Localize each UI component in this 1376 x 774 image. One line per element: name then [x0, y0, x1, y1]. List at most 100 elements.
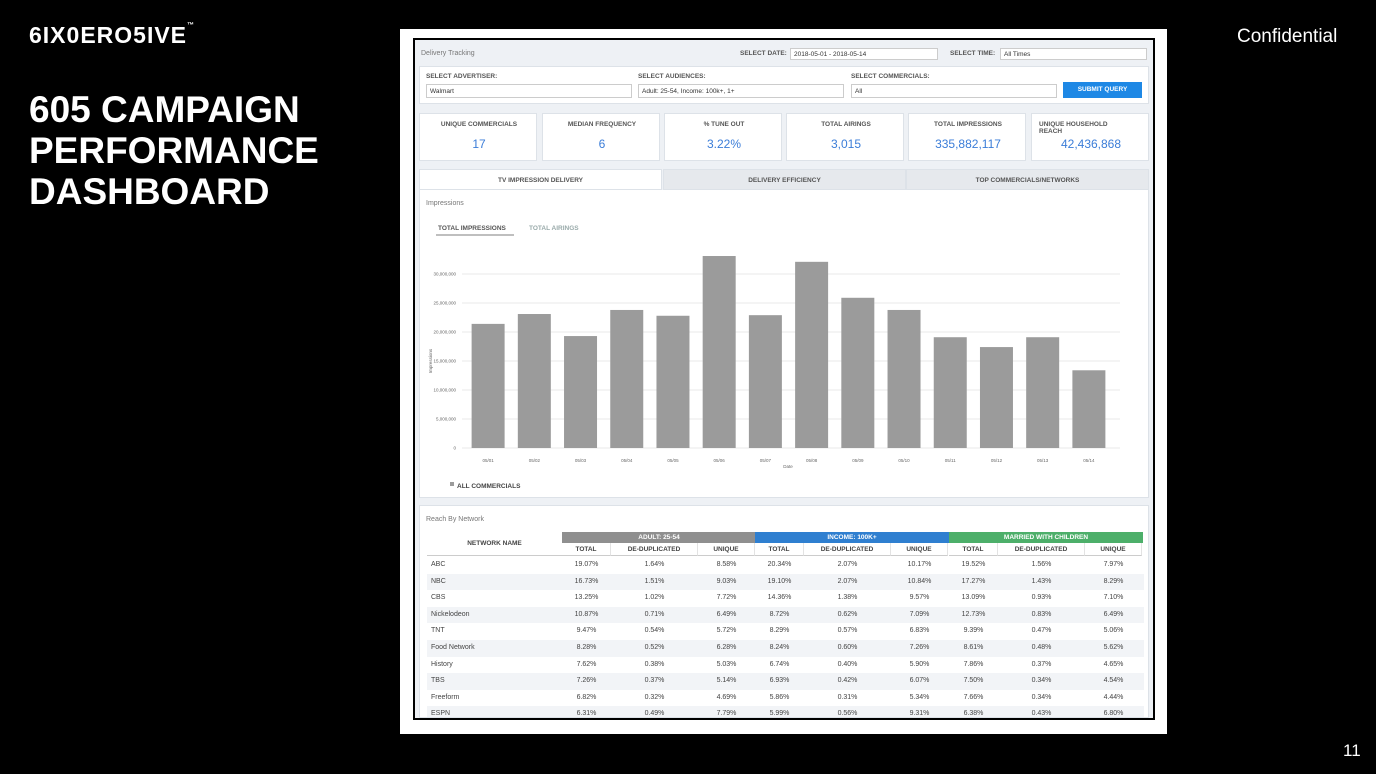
filter-select[interactable]: Walmart [426, 84, 632, 98]
table-cell: 4.54% [1103, 677, 1124, 685]
table-cell: 7.62% [576, 660, 597, 668]
filter-select[interactable]: Adult: 25-54, Income: 100k+, 1+ [638, 84, 844, 98]
submit-button[interactable]: SUBMIT QUERY [1063, 82, 1142, 98]
table-cell: 0.52% [644, 644, 665, 651]
bar [1026, 337, 1060, 448]
filter-label: SELECT COMMERCIALS: [851, 73, 930, 80]
kpi-card: MEDIAN FREQUENCY 6 [542, 113, 660, 161]
table-cell: 7.50% [963, 677, 984, 685]
kpi-value: 335,882,117 [935, 137, 1001, 151]
table-row [427, 673, 1144, 690]
y-tick-label: 15,000,000 [433, 359, 456, 364]
table-cell: 8.72% [769, 610, 790, 618]
network-name: NBC [431, 577, 446, 585]
kpi-value: 42,436,868 [1060, 137, 1122, 151]
network-name: History [431, 660, 453, 668]
table-cell: 1.64% [644, 561, 665, 568]
network-header: NETWORK NAME [427, 532, 562, 556]
x-tick-label: 05/07 [760, 458, 772, 463]
x-tick-label: 05/06 [714, 458, 726, 463]
table-row [427, 590, 1144, 607]
table-cell: 0.38% [644, 660, 665, 668]
x-tick-label: 05/09 [852, 458, 864, 463]
table-cell: 7.86% [963, 660, 984, 668]
table-cell: 5.90% [909, 660, 930, 668]
table-cell: 0.60% [837, 644, 858, 651]
table-cell: 6.82% [576, 693, 597, 701]
table-cell: 12.73% [961, 610, 986, 618]
column-header[interactable]: TOTAL [755, 543, 804, 556]
column-header[interactable]: UNIQUE [698, 543, 755, 556]
chart-subtab[interactable]: TOTAL IMPRESSIONS [438, 225, 507, 232]
column-header[interactable]: DE-DUPLICATED [998, 543, 1085, 556]
table-cell: 9.03% [716, 577, 737, 585]
slide-title: DASHBOARD [29, 171, 270, 212]
table-cell: 5.99% [769, 710, 790, 718]
tab[interactable]: DELIVERY EFFICIENCY [663, 169, 906, 190]
column-header[interactable]: DE-DUPLICATED [804, 543, 891, 556]
tab[interactable]: TOP COMMERCIALS/NETWORKS [906, 169, 1149, 190]
bar [471, 323, 505, 448]
table-cell: 0.40% [837, 660, 858, 668]
table-cell: 5.34% [909, 693, 930, 701]
bar [610, 309, 644, 448]
table-row [427, 623, 1144, 640]
bar [564, 336, 598, 448]
table-cell: 1.38% [837, 594, 858, 602]
y-tick-label: 5,000,000 [436, 417, 457, 422]
x-tick-label: 05/14 [1083, 458, 1095, 463]
date-select[interactable]: 2018-05-01 - 2018-05-14 [790, 48, 938, 60]
network-name: ABC [431, 561, 446, 568]
table-cell: 8.29% [769, 627, 790, 635]
column-header[interactable]: TOTAL [949, 543, 998, 556]
table-cell: 4.44% [1103, 693, 1124, 701]
table-cell: 0.56% [837, 710, 858, 718]
table-cell: 13.25% [574, 594, 599, 602]
bar [702, 256, 736, 448]
table-cell: 1.43% [1031, 577, 1052, 585]
tab[interactable]: TV IMPRESSION DELIVERY [419, 169, 662, 190]
table-cell: 8.58% [716, 561, 737, 568]
kpi-card: TOTAL AIRINGS 3,015 [786, 113, 904, 161]
table-title: Reach By Network [426, 516, 484, 523]
table-cell: 5.06% [1103, 627, 1124, 635]
time-label: SELECT TIME: [950, 50, 996, 57]
network-name: Food Network [431, 644, 475, 651]
table-cell: 0.62% [837, 610, 858, 618]
table-cell: 1.56% [1031, 561, 1052, 568]
table-cell: 6.38% [963, 710, 984, 718]
slide-title: PERFORMANCE [29, 130, 319, 171]
network-name: Freeform [431, 693, 460, 701]
column-header[interactable]: DE-DUPLICATED [611, 543, 698, 556]
kpi-value: 3.22% [706, 137, 742, 151]
group-header: MARRIED WITH CHILDREN [949, 532, 1143, 543]
chart-subtab[interactable]: TOTAL AIRINGS [529, 225, 579, 232]
column-header[interactable]: UNIQUE [1085, 543, 1142, 556]
x-tick-label: 05/05 [667, 458, 679, 463]
column-header[interactable]: UNIQUE [891, 543, 948, 556]
slide-title: 605 CAMPAIGN [29, 89, 300, 130]
table-row [427, 557, 1144, 574]
table-cell: 8.28% [576, 644, 597, 651]
bar [887, 309, 921, 448]
table-panel: Reach By Network NETWORK NAME ADULT: 25-54… [419, 505, 1149, 718]
table-cell: 0.34% [1031, 677, 1052, 685]
bar [517, 314, 551, 448]
table-cell: 7.26% [576, 677, 597, 685]
bar [795, 261, 829, 448]
table-cell: 19.07% [574, 561, 599, 568]
x-tick-label: 05/08 [806, 458, 818, 463]
column-header[interactable]: TOTAL [562, 543, 611, 556]
time-select[interactable]: All Times [1000, 48, 1147, 60]
table-cell: 6.80% [1103, 710, 1124, 718]
table-cell: 19.10% [767, 577, 792, 585]
table-cell: 0.37% [644, 677, 665, 685]
filter-select[interactable]: All [851, 84, 1057, 98]
table-cell: 4.65% [1103, 660, 1124, 668]
network-name: Nickelodeon [431, 610, 470, 618]
table-cell: 7.79% [716, 710, 737, 718]
kpi-card: UNIQUE HOUSEHOLD REACH 42,436,868 [1031, 113, 1149, 161]
y-axis-label: Impressions [428, 348, 433, 373]
table-row [427, 656, 1144, 674]
kpi-card: UNIQUE COMMERCIALS 17 [419, 113, 537, 161]
